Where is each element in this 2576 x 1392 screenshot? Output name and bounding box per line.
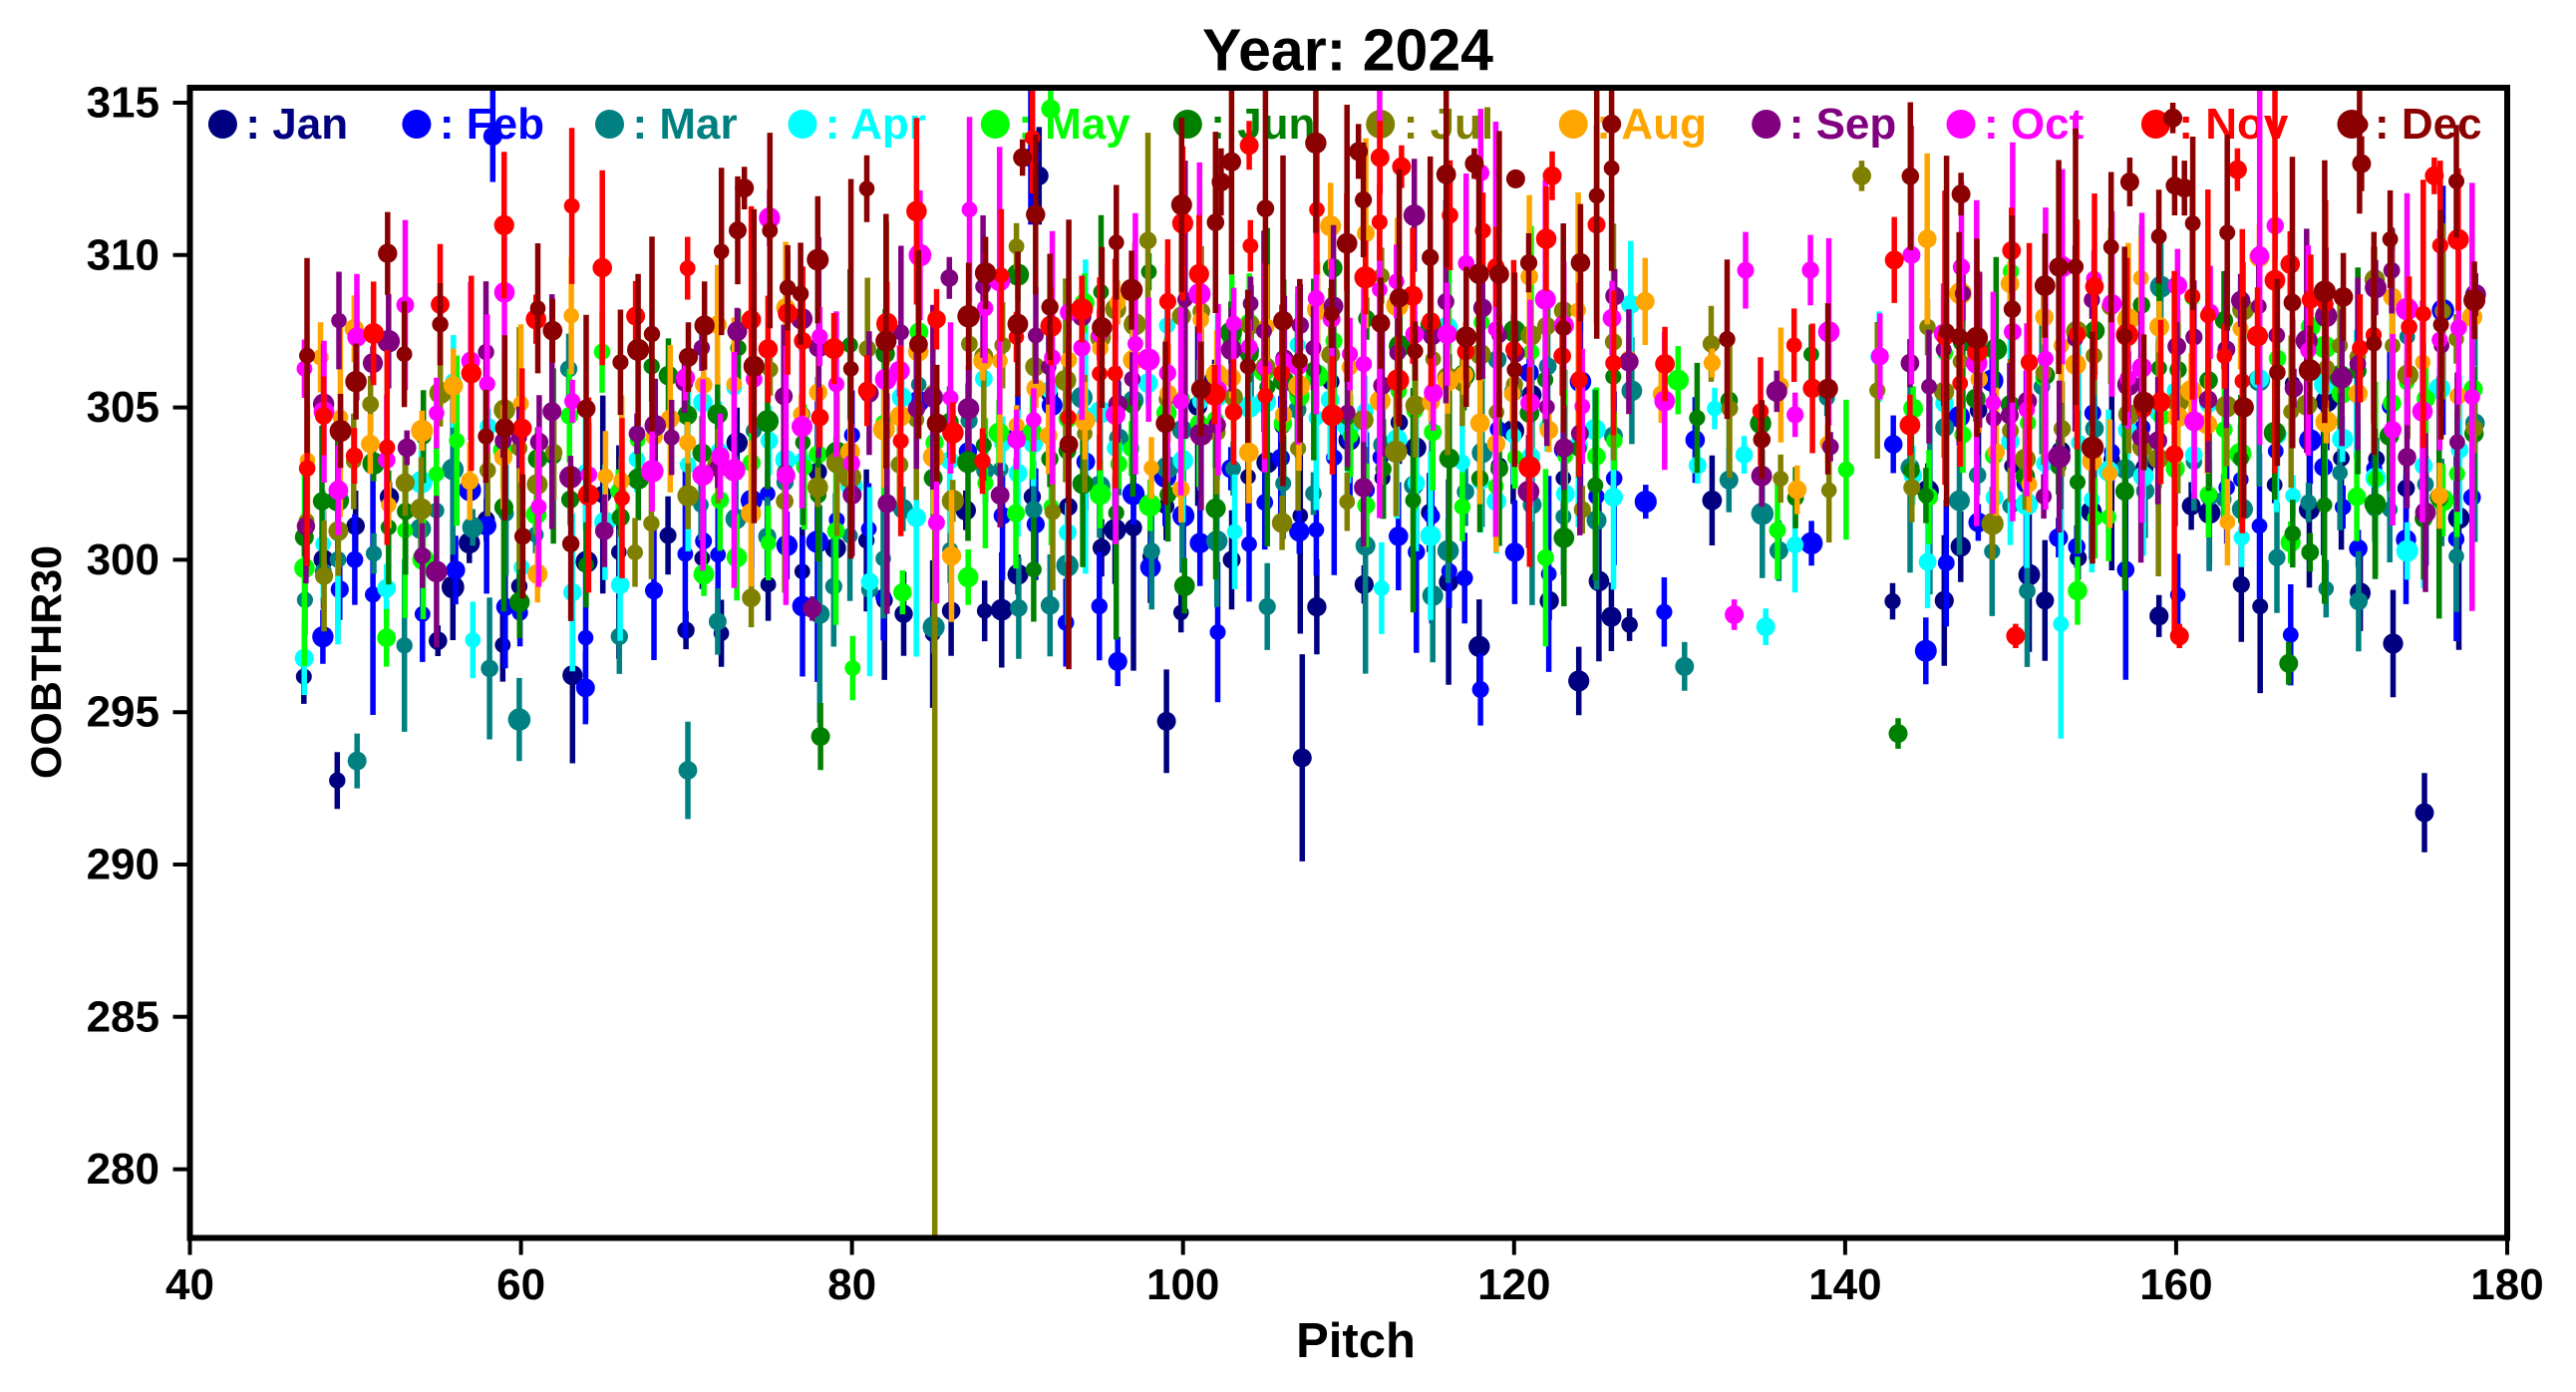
svg-text:315: 315 <box>87 79 160 128</box>
svg-text:280: 280 <box>87 1145 160 1194</box>
svg-text:: Apr: : Apr <box>825 100 926 149</box>
svg-text:180: 180 <box>2470 1260 2543 1309</box>
svg-text:: Dec: : Dec <box>2375 100 2482 149</box>
svg-text:290: 290 <box>87 841 160 889</box>
svg-text:: Jan: : Jan <box>245 100 348 149</box>
svg-text:310: 310 <box>87 230 160 279</box>
svg-text:: Nov: : Nov <box>2178 100 2289 149</box>
svg-text:: Oct: : Oct <box>1984 100 2085 149</box>
svg-text:: Sep: : Sep <box>1789 100 1897 149</box>
svg-text:Pitch: Pitch <box>1296 1314 1416 1368</box>
svg-text:: Mar: : Mar <box>633 100 738 149</box>
svg-text:60: 60 <box>496 1260 545 1309</box>
svg-text:285: 285 <box>87 992 160 1041</box>
svg-text:140: 140 <box>1808 1260 1881 1309</box>
svg-text:120: 120 <box>1477 1260 1550 1309</box>
svg-text:295: 295 <box>87 688 160 737</box>
svg-text:OOBTHR30: OOBTHR30 <box>23 545 71 779</box>
svg-text:300: 300 <box>87 535 160 584</box>
svg-text:80: 80 <box>827 1260 876 1309</box>
svg-text:40: 40 <box>165 1260 214 1309</box>
svg-text:160: 160 <box>2139 1260 2212 1309</box>
svg-text:Year: 2024: Year: 2024 <box>1202 18 1493 84</box>
svg-text:305: 305 <box>87 383 160 432</box>
svg-text:100: 100 <box>1146 1260 1219 1309</box>
